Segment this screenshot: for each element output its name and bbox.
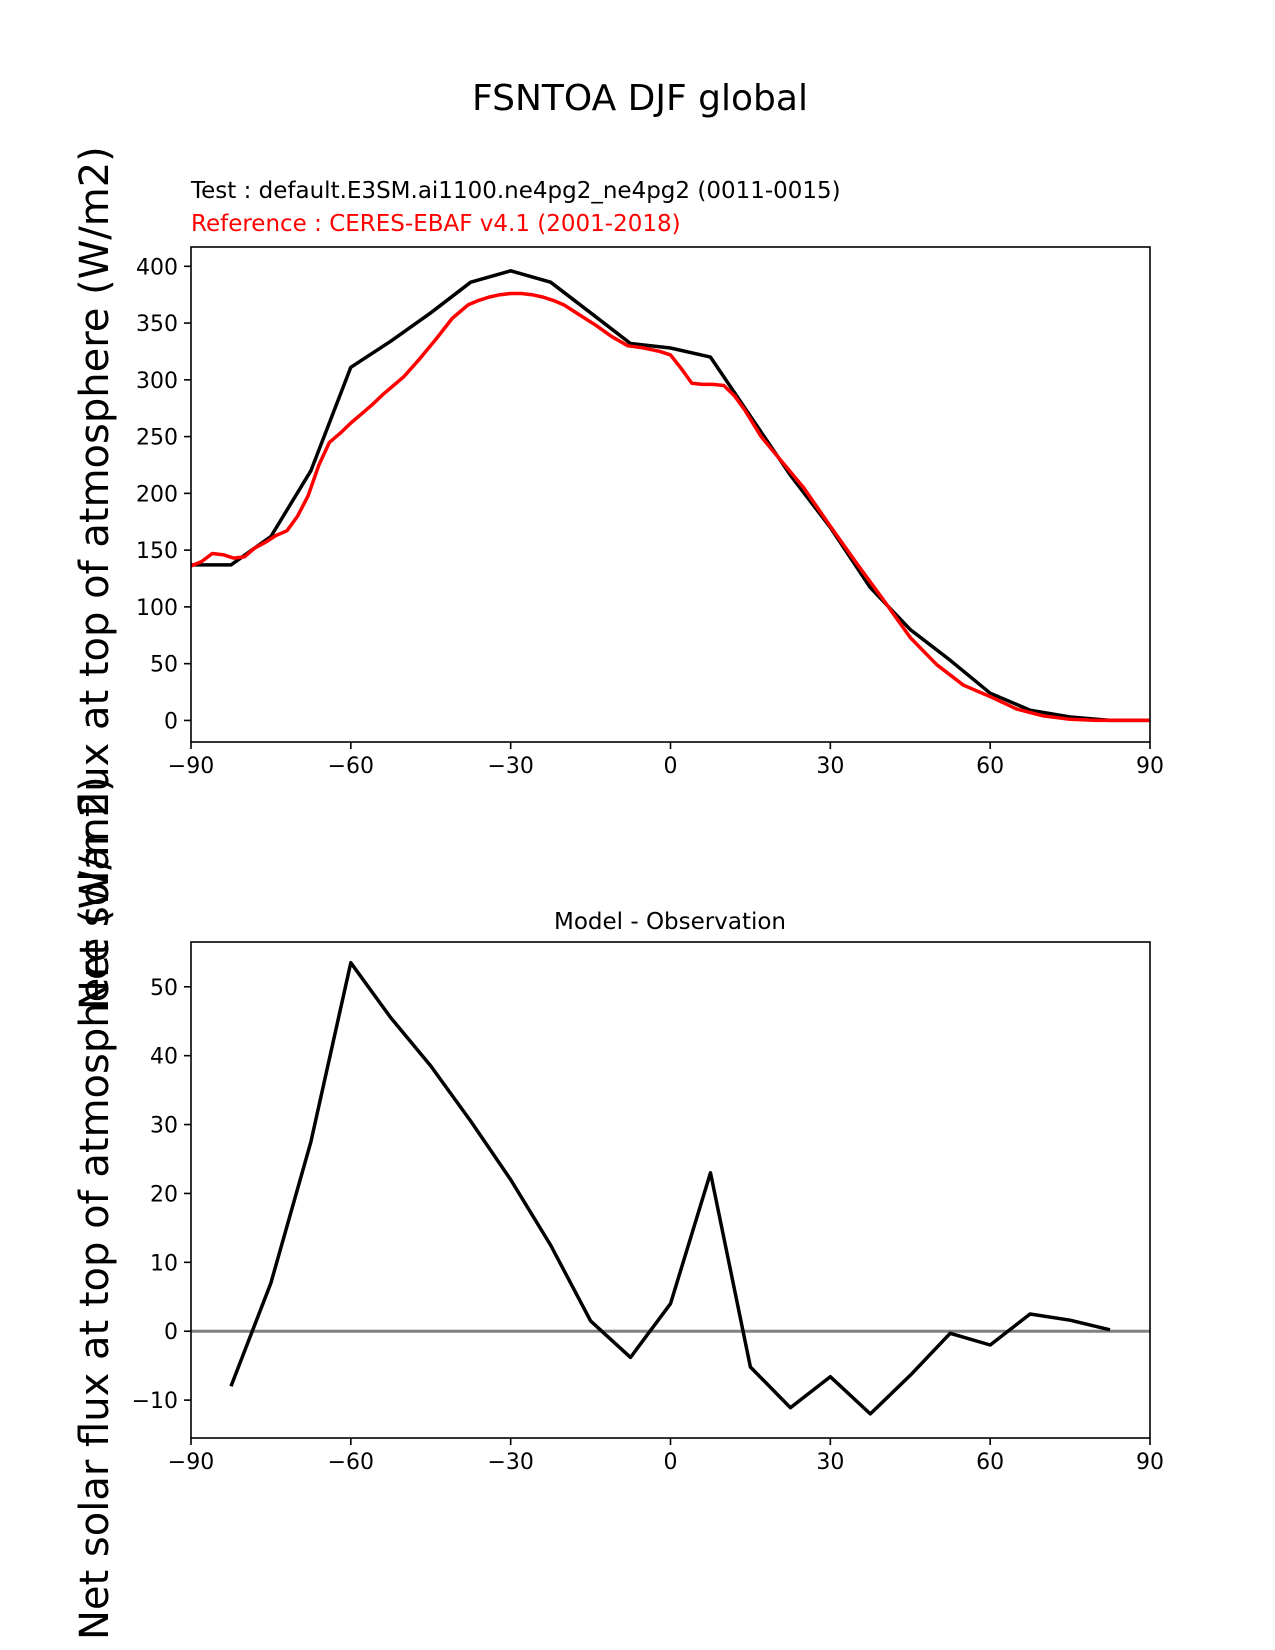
top-series-reference-line [190,291,1150,723]
top-xtick-label: −90 [168,754,214,779]
top-ytick-label: 200 [136,482,178,507]
top-ytick-label: 150 [136,539,178,564]
top-xtick-label: −30 [487,754,533,779]
diff-ytick-label: 10 [150,1251,178,1276]
top-subtitle-ref: Reference : CERES-EBAF v4.1 (2001-2018) [191,211,681,237]
top-ytick-label: 50 [150,653,178,678]
diff-xtick-label: −60 [328,1450,374,1475]
diff-ytick-label: 30 [150,1114,178,1139]
bottom-chart-title: Model - Observation [554,909,786,935]
diff-series-difference-line [229,960,1111,1416]
diff-ytick-label: 0 [164,1320,178,1345]
top-ytick-label: 300 [136,369,178,394]
top-axes-frame [190,246,1151,743]
top-xtick-label: 60 [976,754,1004,779]
diff-xtick-label: 0 [664,1450,678,1475]
top-xtick-label: 30 [816,754,844,779]
top-ytick-label: 250 [136,426,178,451]
top-xtick-label: 90 [1136,754,1164,779]
diff-xtick-label: 30 [816,1450,844,1475]
diff-xtick-label: −90 [168,1450,214,1475]
top-series-test-line [191,269,1150,723]
figure-suptitle: FSNTOA DJF global [472,78,808,119]
diff-axes-frame [190,941,1151,1439]
top-xtick-label: −60 [328,754,374,779]
top-ytick-label: 350 [136,312,178,337]
ylabel-top: Net solar flux at top of atmosphere (W/m… [72,146,118,1010]
top-ytick-label: 400 [136,255,178,280]
ylabel-bottom: Net solar flux at top of atmosphere (W/m… [72,776,118,1640]
diff-xtick-label: 60 [976,1450,1004,1475]
diff-ytick-label: 20 [150,1182,178,1207]
top-plot: −90 −60 −30 0 30 60 90 0 50 100 150 200 250 300 350 400 [136,246,1164,779]
diff-xtick-label: −30 [487,1450,533,1475]
diff-xtick-label: 90 [1136,1450,1164,1475]
top-xtick-label: 0 [664,754,678,779]
top-ytick-label: 100 [136,596,178,621]
top-subtitle-test: Test : default.E3SM.ai1100.ne4pg2_ne4pg2… [190,178,841,204]
diff-ytick-label: 40 [150,1045,178,1070]
difference-plot: −90 −60 −30 0 30 60 90 −10 0 10 20 30 40 50 [132,941,1164,1475]
diff-ytick-label: 50 [150,976,178,1001]
top-ytick-label: 0 [164,709,178,734]
diff-ytick-label: −10 [132,1389,178,1414]
